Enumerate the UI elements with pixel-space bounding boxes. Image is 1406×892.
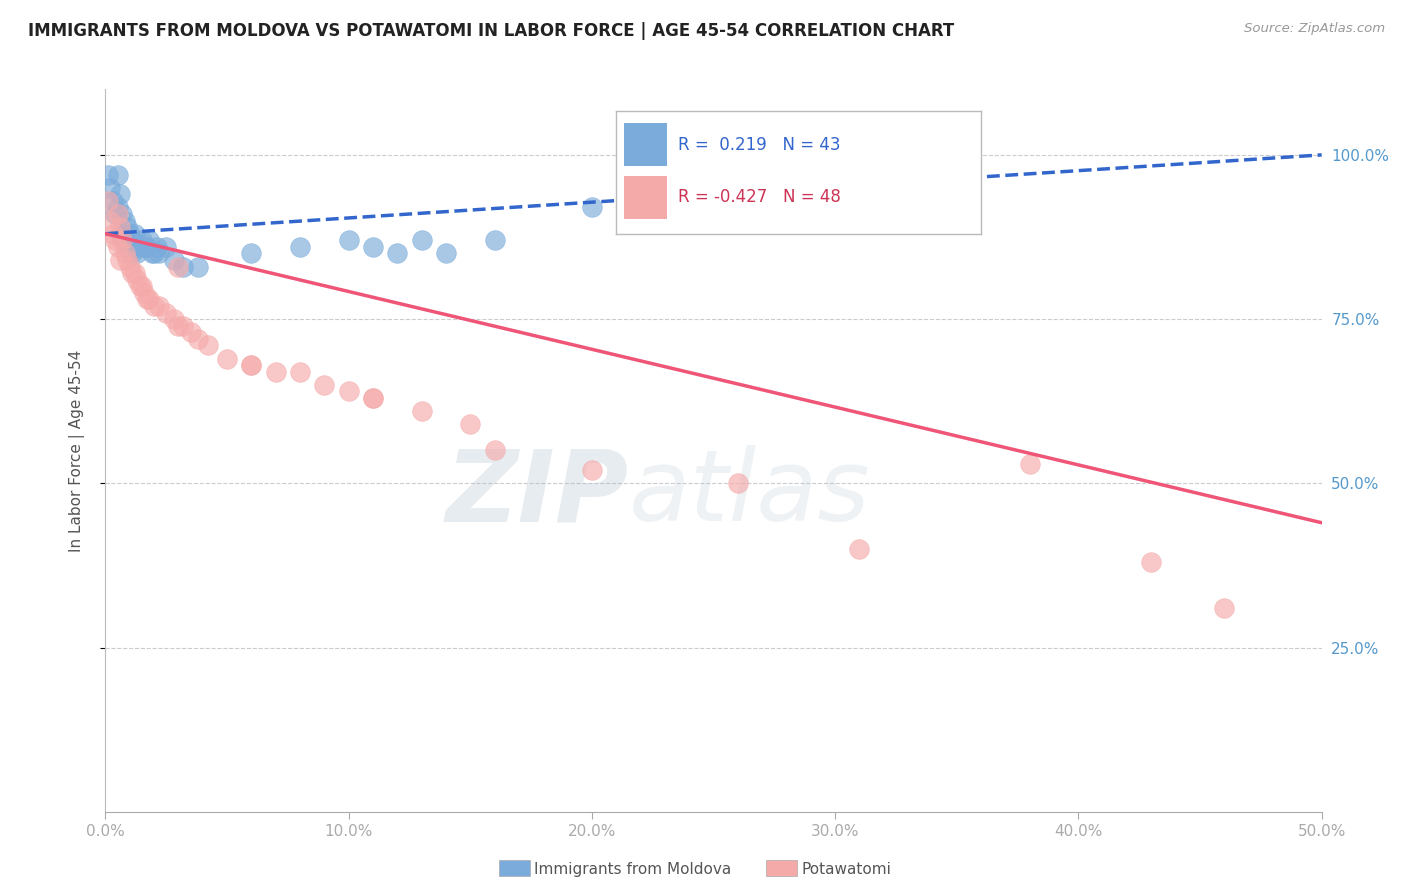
Point bbox=[117, 240, 139, 254]
Point bbox=[337, 233, 360, 247]
Point bbox=[114, 213, 136, 227]
Point bbox=[97, 168, 120, 182]
Point bbox=[104, 207, 127, 221]
Point bbox=[361, 391, 384, 405]
Point bbox=[162, 252, 184, 267]
Point bbox=[484, 443, 506, 458]
Point bbox=[118, 240, 141, 254]
Point bbox=[101, 194, 124, 208]
Point bbox=[97, 194, 120, 208]
Point bbox=[411, 404, 433, 418]
Point bbox=[240, 358, 263, 372]
Point bbox=[141, 246, 163, 260]
Point bbox=[101, 227, 124, 241]
Point bbox=[361, 240, 384, 254]
Point bbox=[131, 233, 153, 247]
Point bbox=[187, 260, 209, 274]
Text: ZIP: ZIP bbox=[446, 445, 628, 542]
Point bbox=[581, 201, 603, 215]
Point bbox=[155, 305, 177, 319]
Point bbox=[187, 332, 209, 346]
Point bbox=[411, 233, 433, 247]
Point bbox=[108, 187, 131, 202]
Point bbox=[104, 233, 127, 247]
Text: atlas: atlas bbox=[628, 445, 870, 542]
Point bbox=[138, 233, 160, 247]
Point bbox=[111, 207, 134, 221]
Point bbox=[145, 240, 167, 254]
Text: Immigrants from Moldova: Immigrants from Moldova bbox=[534, 863, 731, 877]
Point bbox=[1018, 457, 1040, 471]
Point bbox=[108, 252, 131, 267]
Point bbox=[117, 252, 139, 267]
Text: IMMIGRANTS FROM MOLDOVA VS POTAWATOMI IN LABOR FORCE | AGE 45-54 CORRELATION CHA: IMMIGRANTS FROM MOLDOVA VS POTAWATOMI IN… bbox=[28, 22, 955, 40]
Point bbox=[98, 180, 121, 194]
Point bbox=[114, 233, 136, 247]
Point bbox=[240, 246, 263, 260]
Point bbox=[121, 266, 143, 280]
Point bbox=[124, 240, 146, 254]
Point bbox=[434, 246, 457, 260]
Point bbox=[108, 227, 131, 241]
Point bbox=[848, 541, 870, 556]
Point bbox=[337, 384, 360, 399]
Point bbox=[98, 213, 121, 227]
Point bbox=[111, 227, 134, 241]
Point bbox=[484, 233, 506, 247]
Point bbox=[107, 207, 129, 221]
Text: Potawatomi: Potawatomi bbox=[801, 863, 891, 877]
Point bbox=[162, 312, 184, 326]
Point bbox=[138, 293, 160, 307]
Point bbox=[118, 227, 141, 241]
Point bbox=[107, 201, 129, 215]
Point bbox=[361, 391, 384, 405]
Point bbox=[727, 476, 749, 491]
Point bbox=[180, 325, 202, 339]
Point bbox=[264, 365, 287, 379]
Point bbox=[387, 246, 409, 260]
Point bbox=[148, 246, 170, 260]
Point bbox=[121, 233, 143, 247]
Point bbox=[197, 338, 219, 352]
Point bbox=[1140, 555, 1163, 569]
Point bbox=[134, 240, 156, 254]
Point bbox=[124, 227, 146, 241]
Point bbox=[131, 279, 153, 293]
Point bbox=[135, 240, 157, 254]
Point bbox=[155, 240, 177, 254]
Point bbox=[167, 260, 190, 274]
Point bbox=[128, 240, 150, 254]
Point bbox=[128, 279, 150, 293]
Point bbox=[134, 285, 156, 300]
Point bbox=[107, 240, 129, 254]
Point bbox=[288, 365, 311, 379]
Point bbox=[118, 260, 141, 274]
Point bbox=[240, 358, 263, 372]
Point bbox=[581, 463, 603, 477]
Point bbox=[167, 318, 190, 333]
Text: Source: ZipAtlas.com: Source: ZipAtlas.com bbox=[1244, 22, 1385, 36]
Point bbox=[108, 220, 131, 235]
Point bbox=[114, 246, 136, 260]
Point bbox=[1213, 601, 1236, 615]
Point bbox=[117, 220, 139, 235]
Point bbox=[314, 377, 336, 392]
Point bbox=[148, 299, 170, 313]
Point bbox=[143, 299, 166, 313]
Y-axis label: In Labor Force | Age 45-54: In Labor Force | Age 45-54 bbox=[69, 350, 84, 551]
Point bbox=[111, 233, 134, 247]
Point bbox=[172, 318, 194, 333]
Point bbox=[217, 351, 239, 366]
Point bbox=[458, 417, 481, 432]
Point bbox=[135, 293, 157, 307]
Point bbox=[121, 246, 143, 260]
Point bbox=[125, 273, 148, 287]
Point bbox=[288, 240, 311, 254]
Point bbox=[124, 266, 146, 280]
Point bbox=[172, 260, 194, 274]
Point bbox=[107, 168, 129, 182]
Point bbox=[125, 246, 148, 260]
Point bbox=[143, 246, 166, 260]
